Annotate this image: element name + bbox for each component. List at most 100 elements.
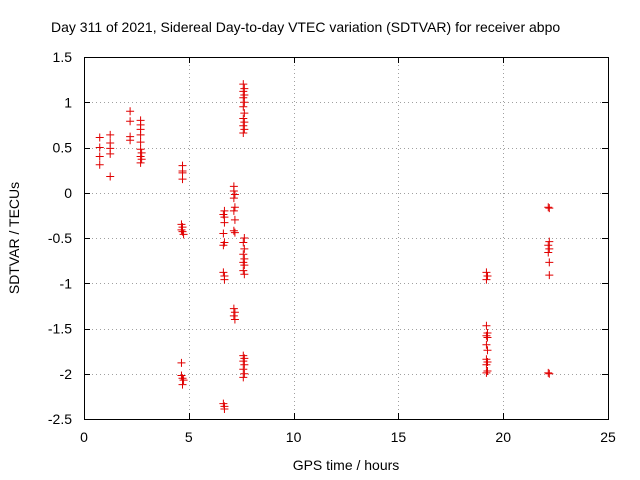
data-point bbox=[106, 149, 115, 158]
data-point bbox=[239, 357, 248, 366]
y-tick-label: -1 bbox=[60, 275, 73, 291]
data-point bbox=[545, 271, 554, 280]
data-point bbox=[240, 270, 249, 279]
data-point bbox=[219, 268, 228, 277]
data-point bbox=[136, 130, 145, 139]
data-point bbox=[230, 190, 239, 199]
data-point bbox=[179, 376, 188, 385]
data-point bbox=[239, 80, 248, 89]
data-point bbox=[482, 368, 491, 377]
data-point bbox=[229, 194, 238, 203]
data-point bbox=[544, 203, 553, 212]
data-point bbox=[483, 346, 492, 355]
data-point bbox=[230, 308, 239, 317]
data-point bbox=[482, 275, 491, 284]
data-point bbox=[239, 102, 248, 111]
y-tick-label: -0.5 bbox=[48, 230, 72, 246]
x-tick-label: 25 bbox=[600, 429, 616, 445]
data-point bbox=[482, 331, 491, 340]
data-point bbox=[220, 218, 229, 227]
data-points bbox=[95, 80, 554, 414]
data-point bbox=[239, 238, 248, 247]
data-point bbox=[240, 360, 249, 369]
data-point bbox=[95, 160, 104, 169]
data-point bbox=[95, 152, 104, 161]
data-point bbox=[95, 143, 104, 152]
data-point bbox=[239, 373, 248, 382]
y-tick-label: 0.5 bbox=[53, 140, 73, 156]
x-tick-label: 0 bbox=[80, 429, 88, 445]
data-point bbox=[178, 175, 187, 184]
y-tick-label: 1.5 bbox=[53, 49, 73, 65]
data-point bbox=[230, 315, 239, 324]
data-point bbox=[483, 367, 492, 376]
x-tick-label: 10 bbox=[286, 429, 302, 445]
data-point bbox=[239, 129, 248, 138]
data-point bbox=[545, 369, 554, 378]
data-point bbox=[177, 225, 186, 234]
data-point bbox=[482, 360, 491, 369]
x-tick-label: 15 bbox=[391, 429, 407, 445]
data-point bbox=[239, 250, 248, 259]
data-point bbox=[482, 321, 491, 330]
data-point bbox=[229, 206, 238, 215]
data-point bbox=[219, 241, 228, 250]
data-point bbox=[106, 172, 115, 181]
data-point bbox=[229, 311, 238, 320]
x-axis-label: GPS time / hours bbox=[293, 457, 400, 473]
data-point bbox=[177, 358, 186, 367]
data-point bbox=[220, 275, 229, 284]
data-point bbox=[240, 109, 249, 118]
data-point bbox=[95, 133, 104, 142]
data-point bbox=[178, 380, 187, 389]
chart-title: Day 311 of 2021, Sidereal Day-to-day VTE… bbox=[51, 19, 560, 35]
data-point bbox=[240, 234, 249, 242]
data-point bbox=[239, 121, 248, 130]
y-tick-label: -2 bbox=[60, 366, 73, 382]
data-point bbox=[545, 204, 554, 213]
plot-frame bbox=[84, 57, 609, 420]
data-point bbox=[126, 136, 135, 145]
data-point bbox=[482, 268, 491, 277]
data-point bbox=[239, 266, 248, 275]
data-point bbox=[126, 107, 135, 116]
data-point bbox=[240, 244, 249, 253]
x-tick-label: 5 bbox=[185, 429, 193, 445]
x-axis-ticks: 0 5 10 15 20 25 bbox=[80, 57, 616, 445]
y-tick-label: 1 bbox=[64, 94, 72, 110]
data-point bbox=[544, 241, 553, 250]
grid-lines bbox=[84, 57, 608, 419]
data-point bbox=[219, 229, 228, 238]
data-point bbox=[544, 248, 553, 257]
data-point bbox=[544, 368, 553, 377]
data-point bbox=[545, 237, 554, 246]
data-point bbox=[545, 244, 554, 253]
data-point bbox=[230, 203, 239, 212]
data-point bbox=[229, 226, 238, 235]
y-tick-label: -2.5 bbox=[48, 411, 72, 427]
y-tick-label: 0 bbox=[64, 185, 72, 201]
data-point bbox=[136, 158, 145, 167]
data-point bbox=[220, 405, 229, 414]
data-point bbox=[240, 118, 249, 127]
data-point bbox=[545, 258, 554, 267]
data-point bbox=[179, 230, 188, 239]
data-point bbox=[483, 272, 492, 281]
data-point bbox=[136, 138, 145, 147]
data-point bbox=[239, 93, 248, 102]
data-point bbox=[239, 365, 248, 374]
data-point bbox=[136, 145, 145, 154]
data-point bbox=[240, 125, 249, 134]
data-point bbox=[137, 155, 146, 164]
data-point bbox=[482, 340, 491, 349]
data-point bbox=[239, 114, 248, 123]
data-point bbox=[240, 261, 249, 270]
data-point bbox=[229, 304, 238, 313]
y-tick-label: -1.5 bbox=[48, 321, 72, 337]
data-point bbox=[229, 186, 238, 195]
data-point bbox=[126, 117, 135, 126]
data-point bbox=[483, 333, 492, 342]
data-point bbox=[106, 130, 115, 139]
x-tick-label: 20 bbox=[495, 429, 511, 445]
